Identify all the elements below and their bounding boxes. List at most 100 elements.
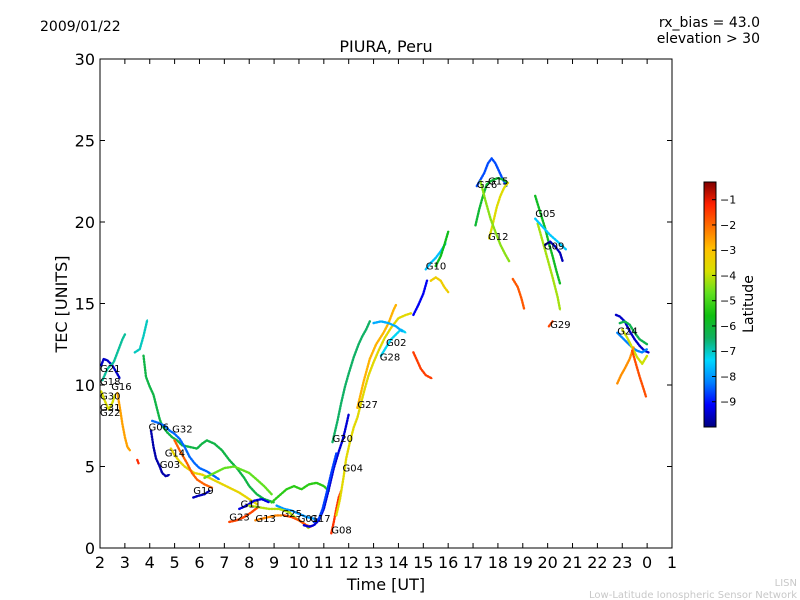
rx-bias-label: rx_bias = 43.0 [659,15,760,31]
footer-network-abbrev: LISN [775,578,797,589]
footer-network-name: Low-Latitude Ionospheric Sensor Network [589,590,797,600]
series-trace-core [228,506,259,523]
series-trace-core [303,413,350,528]
colorbar-tick-label: −7 [720,345,736,358]
x-tick-label: 21 [562,553,582,572]
series-trace-core [534,218,567,251]
satellite-label: G26 [477,180,497,191]
satellite-label: G11 [241,499,261,510]
x-tick-label: 5 [170,553,180,572]
series-trace-core [142,355,275,504]
satellite-label: G32 [172,424,192,435]
satellite-label: G01 [298,514,318,525]
satellite-label: G30 [100,392,120,403]
x-tick-label: 18 [488,553,508,572]
series-trace-core [430,276,449,293]
series-trace-core [435,231,449,267]
series-trace-core [512,278,525,310]
y-tick-label: 25 [75,132,95,151]
chart-title: PIURA, Peru [339,37,432,56]
colorbar-tick-label: −3 [720,244,736,257]
series-trace-core [631,350,647,398]
x-tick-label: 22 [587,553,607,572]
x-tick-label: 17 [463,553,483,572]
series-trace-core [203,465,273,495]
series-trace-core [136,459,140,464]
satellite-label: G14 [165,449,185,460]
x-tick-label: 13 [363,553,383,572]
satellite-label: G28 [380,353,400,364]
x-tick-label: 3 [120,553,130,572]
y-tick-label: 10 [75,376,95,395]
colorbar-tick-label: −8 [720,370,736,383]
x-tick-label: 9 [269,553,279,572]
satellite-label: G03 [160,460,180,471]
x-tick-label: 23 [612,553,632,572]
satellite-label: G17 [310,514,330,525]
series-trace-core [134,319,148,354]
series-trace-core [150,429,171,477]
x-tick-label: 2 [95,553,105,572]
x-tick-label: 19 [513,553,533,572]
series-trace-core [476,157,508,187]
series-trace [412,351,434,380]
plot-frame [99,58,673,549]
colorbar: −1 −2 −3 −4 −5 −6 −7 −8 −9 [703,181,736,428]
series-trace-core [238,498,270,510]
satellite-label: G27 [357,400,377,411]
satellite-label: G16 [111,382,131,393]
x-tick-label: 11 [314,553,334,572]
satellite-label: G08 [331,525,351,536]
satellite-label: G02 [386,338,406,349]
x-tick-label: 0 [642,553,652,572]
x-tick-label: 8 [244,553,254,572]
series-trace-core [173,439,213,489]
satellite-label: G23 [229,512,249,523]
satellite-label: G10 [426,261,446,272]
colorbar-tick-label: −9 [720,396,736,409]
series-trace-core [331,320,371,443]
x-axis-label: Time [UT] [346,575,425,594]
series-trace-core [548,320,554,327]
satellite-label: G09 [544,242,564,253]
series-trace-core [479,180,510,262]
satellite-label: G22 [100,408,120,419]
satellite-label: G18 [100,377,120,388]
x-tick-label: 20 [537,553,557,572]
y-tick-label: 20 [75,213,95,232]
series-trace-core [116,392,131,451]
x-tick-label: 6 [194,553,204,572]
satellite-label: G20 [333,434,353,445]
colorbar-tick-label: −5 [720,295,736,308]
x-tick-label: 4 [145,553,155,572]
y-tick-label: 0 [85,539,95,558]
satellite-label: G31 [100,403,120,414]
colorbar-tick-label: −6 [720,320,736,333]
series-trace [133,318,149,354]
x-tick-label: 1 [667,553,677,572]
series-trace-core [170,447,258,505]
y-tick-label: 5 [85,458,95,477]
satellite-label: G05 [535,209,555,220]
satellite-label: G19 [193,486,213,497]
x-tick-label: 16 [438,553,458,572]
series-trace-core [101,333,126,381]
series-trace-core [619,320,648,345]
colorbar-label: Latitude [741,275,757,333]
series-trace-core [356,304,397,409]
series-trace-core [254,514,284,521]
y-axis-label: TEC [UNITS] [52,256,71,354]
colorbar-gradient [703,181,717,428]
series-trace-core [100,390,116,411]
series-trace [270,481,330,504]
data-series-group [100,157,650,535]
x-tick-label: 7 [219,553,229,572]
series-trace-core [313,452,337,523]
series-trace-core [192,490,211,499]
satellite-label: G29 [550,320,570,331]
series-trace-core [151,420,221,481]
series-trace-core [412,351,433,380]
x-tick-label: 15 [413,553,433,572]
